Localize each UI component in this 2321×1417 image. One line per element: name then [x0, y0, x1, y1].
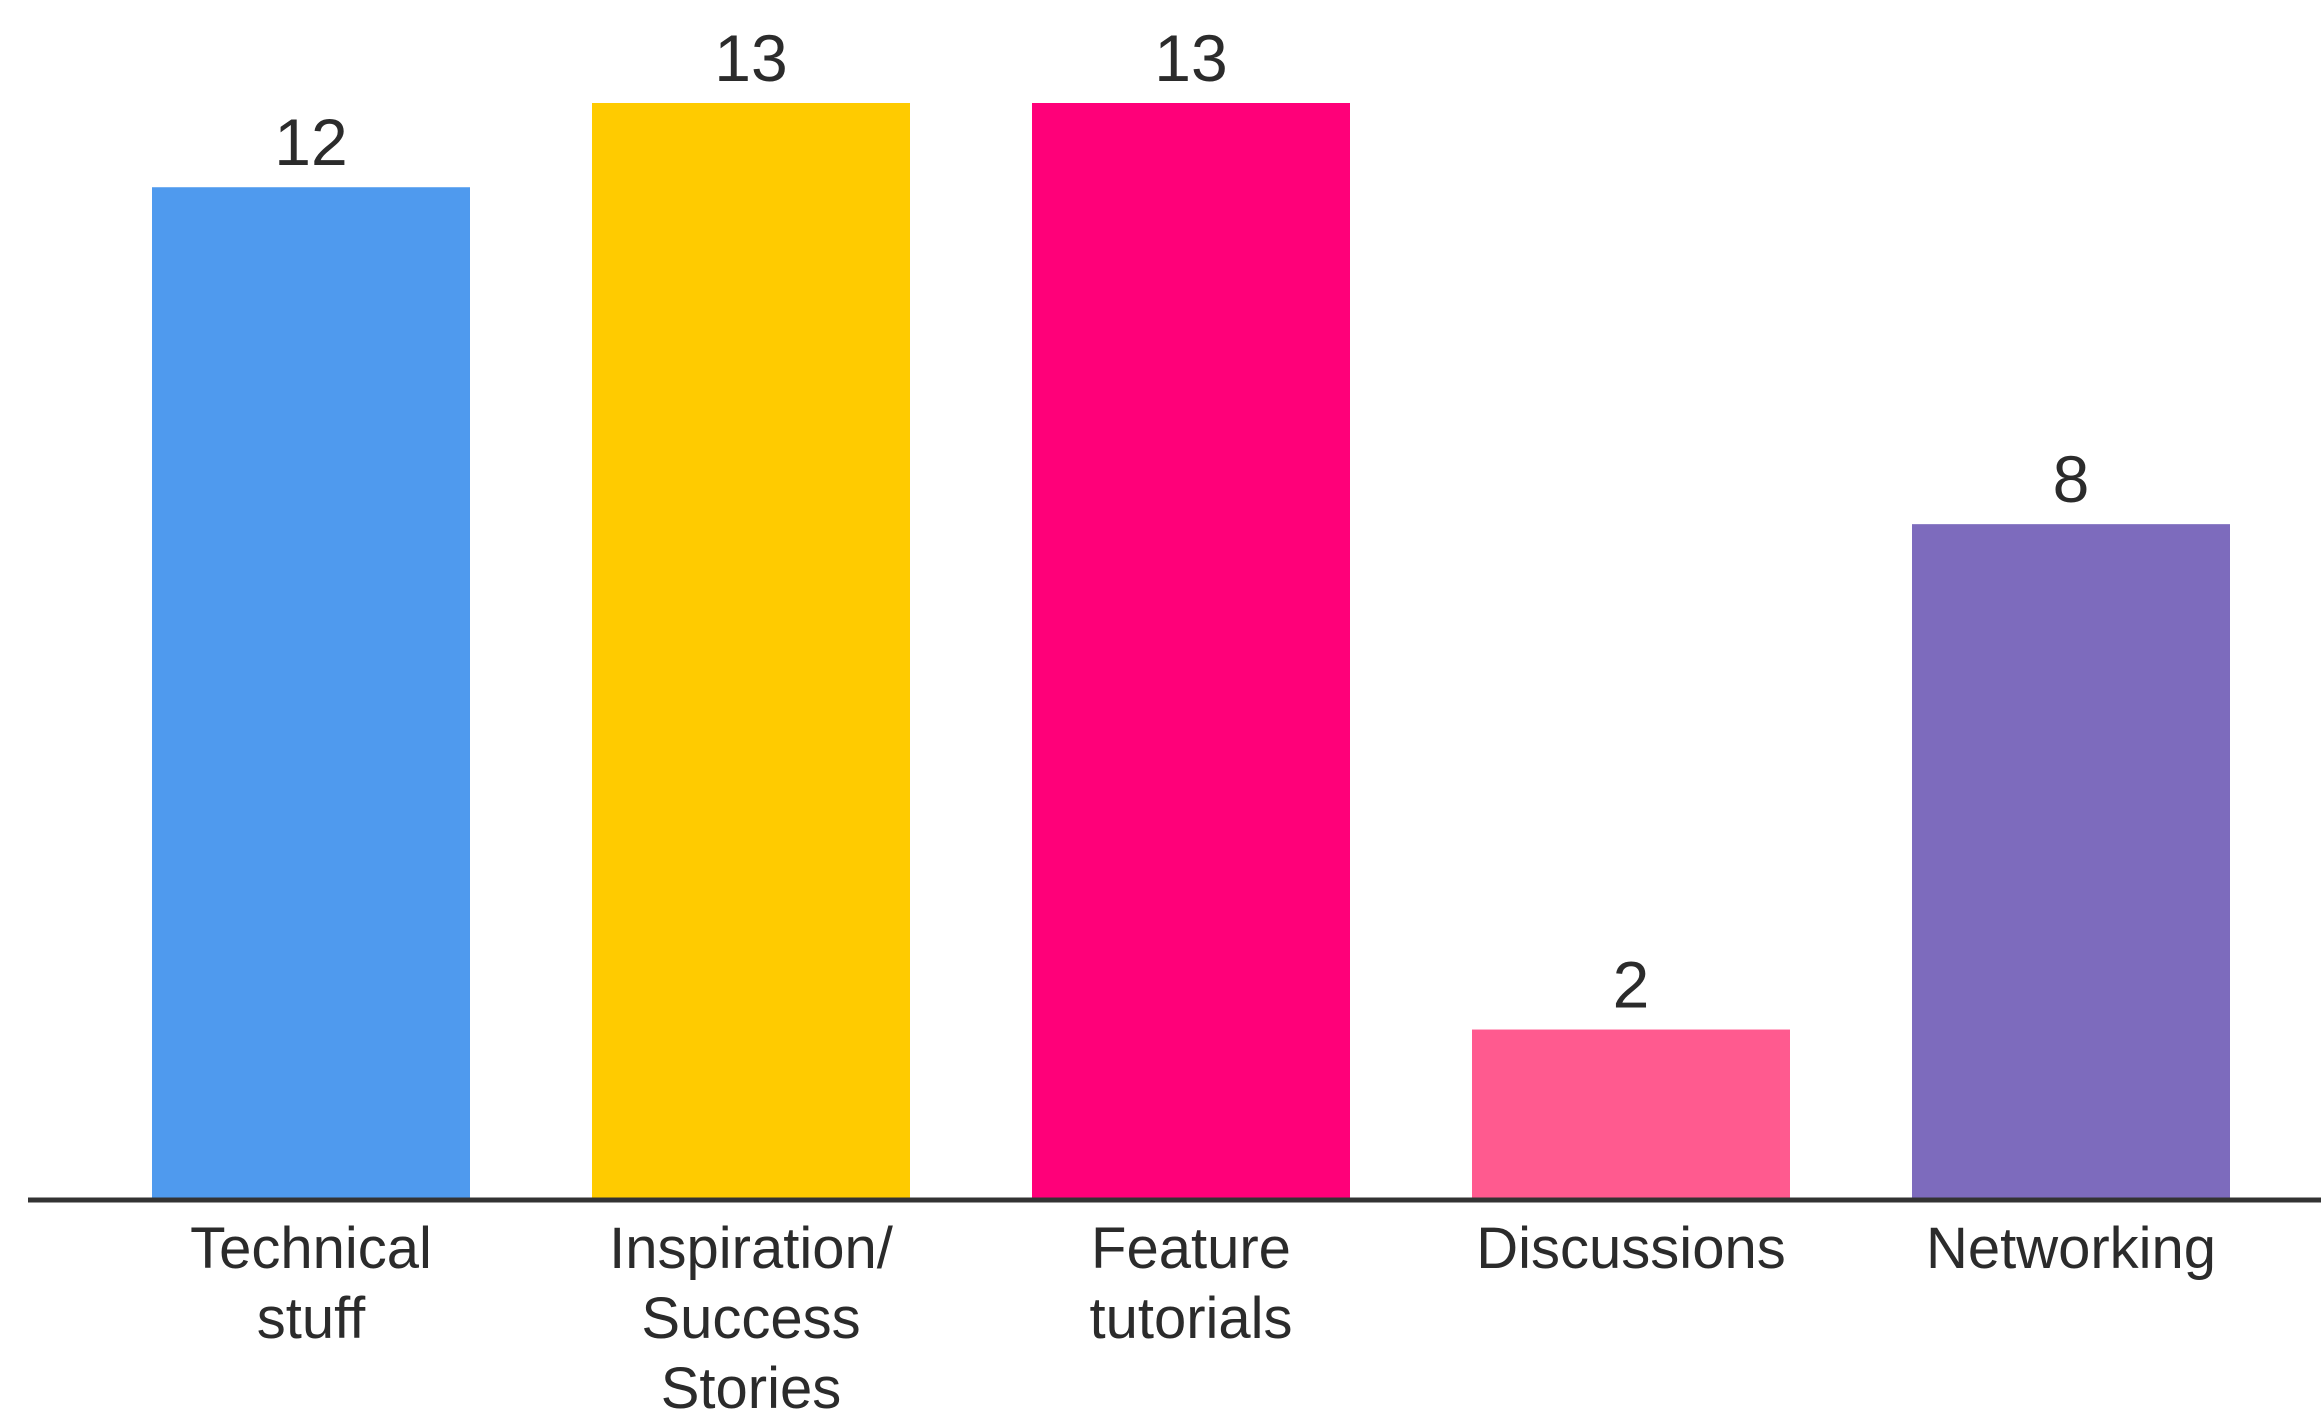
- category-label-line: Discussions: [1476, 1216, 1785, 1281]
- bars-group: [152, 103, 2230, 1198]
- category-labels-group: Technical stuff Inspiration/Success Stories…: [190, 1216, 2216, 1417]
- bar-2: [592, 103, 910, 1198]
- category-label-4: Discussions: [1476, 1216, 1785, 1281]
- data-label-5: 8: [2053, 442, 2090, 516]
- category-label-line: tutorials: [1089, 1286, 1292, 1351]
- category-label-3: Feature tutorials: [1089, 1216, 1292, 1351]
- category-label-2: Inspiration/Success Stories: [609, 1216, 894, 1412]
- category-label-line: Networking: [1926, 1216, 2216, 1281]
- category-label-line: Success: [641, 1286, 860, 1351]
- data-label-4: 2: [1613, 948, 1650, 1022]
- category-label-line: Feature: [1091, 1216, 1291, 1281]
- bar-3: [1032, 103, 1350, 1198]
- category-label-1: Technical stuff: [190, 1216, 432, 1351]
- data-label-1: 12: [274, 105, 347, 179]
- data-label-3: 13: [1154, 21, 1227, 95]
- category-label-5: Networking: [1926, 1216, 2216, 1281]
- category-label-line: Technical: [190, 1216, 432, 1281]
- bar-5: [1912, 524, 2230, 1198]
- category-label-line: Inspiration/: [609, 1216, 894, 1281]
- bar-1: [152, 187, 470, 1198]
- data-labels-group: 12 13 13 2 8: [274, 21, 2089, 1022]
- category-label-line: Stories: [661, 1356, 842, 1412]
- category-label-line: stuff: [257, 1286, 366, 1351]
- data-label-2: 13: [714, 21, 787, 95]
- bar-4: [1472, 1029, 1790, 1198]
